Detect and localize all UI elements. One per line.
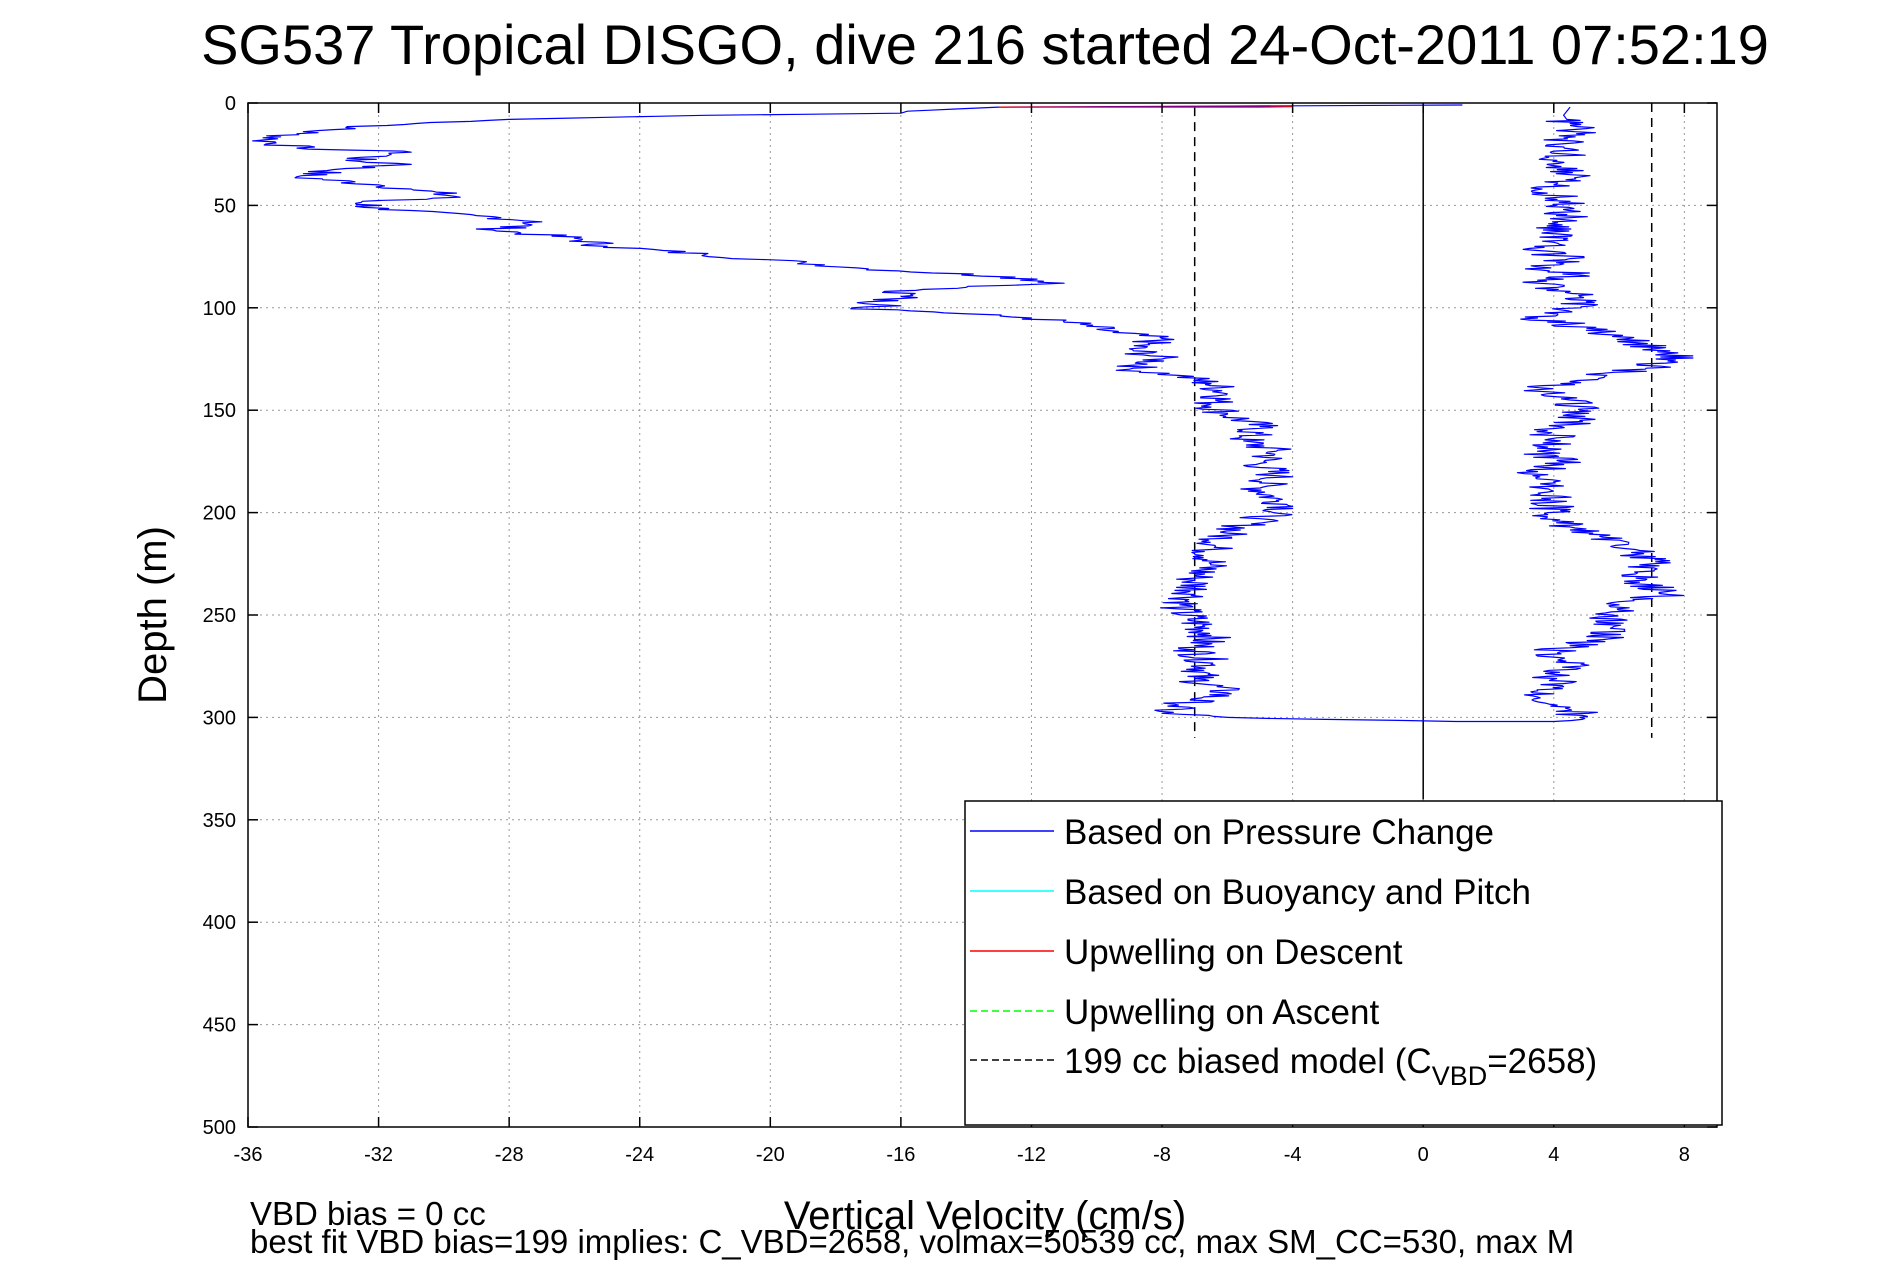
x-tick-label: 8	[1679, 1144, 1690, 1166]
x-tick-label: 4	[1548, 1144, 1559, 1166]
x-tick-label: -8	[1153, 1144, 1171, 1166]
x-tick-label: -36	[234, 1144, 263, 1166]
y-tick-label: 100	[203, 298, 236, 320]
x-tick-label: -20	[756, 1144, 785, 1166]
x-tick-label: -32	[364, 1144, 393, 1166]
x-tick-label: -28	[495, 1144, 524, 1166]
legend-label: Based on Pressure Change	[1064, 813, 1494, 852]
data-series	[252, 104, 1694, 723]
x-tick-label: 0	[1418, 1144, 1429, 1166]
y-tick-label: 350	[203, 810, 236, 832]
y-tick-label: 250	[203, 605, 236, 627]
x-tick-label: -12	[1017, 1144, 1046, 1166]
x-axis-ticks: -36 -32 -28 -24 -20 -16 -12 -8 -4 0 4 8	[234, 103, 1690, 1166]
series-line-based-on-pressure-change-ascent-	[1227, 106, 1694, 723]
y-tick-label: 400	[203, 912, 236, 934]
footer-best-fit: best fit VBD bias=199 implies: C_VBD=265…	[250, 1223, 1574, 1260]
x-tick-label: -16	[886, 1144, 915, 1166]
series-line-based-on-pressure-change-descent-	[252, 104, 1463, 718]
chart-title: SG537 Tropical DISGO, dive 216 started 2…	[201, 13, 1769, 76]
legend-label: 199 cc biased model (CVBD=2658)	[1064, 1042, 1597, 1091]
y-axis-label: Depth (m)	[131, 526, 175, 704]
legend-box	[964, 800, 1723, 1126]
x-tick-label: -24	[625, 1144, 654, 1166]
y-tick-label: 50	[214, 195, 236, 217]
y-tick-label: 500	[203, 1117, 236, 1139]
x-tick-label: -4	[1284, 1144, 1302, 1166]
y-tick-label: 150	[203, 400, 236, 422]
footer-vbd-bias: VBD bias = 0 cc	[250, 1195, 486, 1232]
y-tick-label: 450	[203, 1015, 236, 1037]
legend: Based on Pressure Change Based on Buoyanc…	[964, 800, 1723, 1126]
y-tick-label: 300	[203, 707, 236, 729]
y-tick-label: 0	[225, 93, 236, 115]
legend-label: Upwelling on Descent	[1064, 933, 1403, 972]
y-tick-label: 200	[203, 503, 236, 525]
y-axis-ticks: 0 50 100 150 200 250 300 350 400 450 500	[203, 93, 1717, 1139]
legend-label: Upwelling on Ascent	[1064, 993, 1379, 1032]
x-axis-label: Vertical Velocity (cm/s)	[784, 1194, 1186, 1238]
legend-label: Based on Buoyancy and Pitch	[1064, 873, 1531, 912]
